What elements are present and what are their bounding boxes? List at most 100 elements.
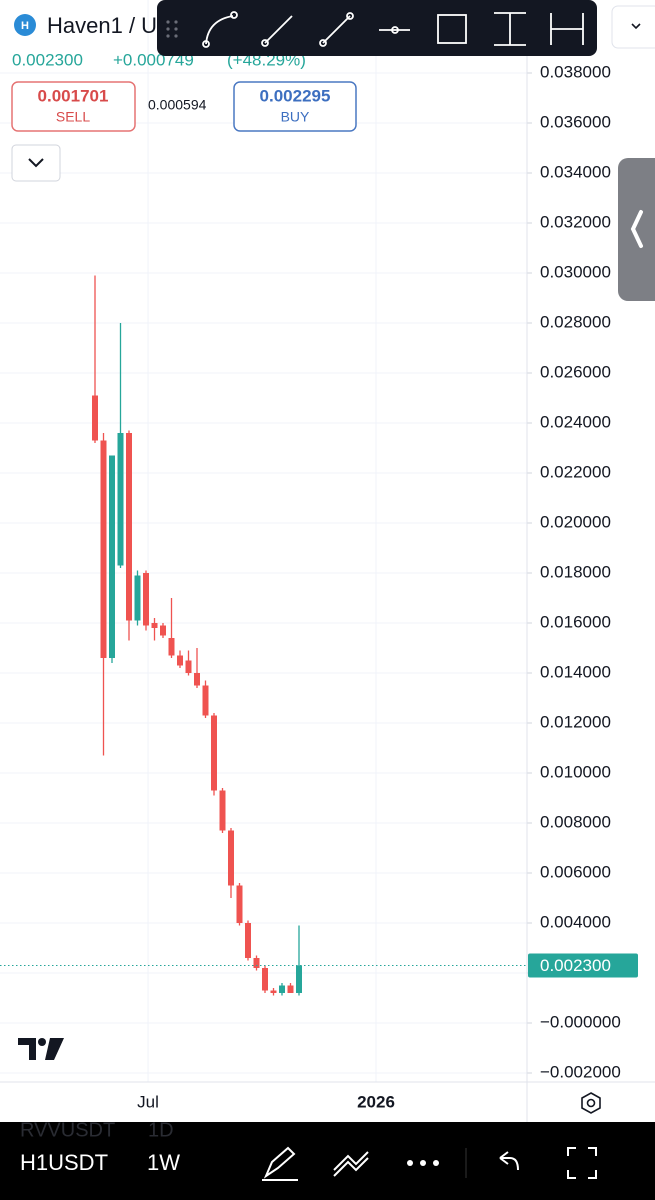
buy-box[interactable] [233, 81, 357, 132]
y-tick-label: 0.030000 [540, 262, 611, 281]
price: 0.002300 [12, 50, 83, 69]
y-tick-label: 0.014000 [540, 662, 611, 681]
candle-body [109, 455, 115, 658]
logo [14, 14, 36, 36]
candle-body [211, 715, 217, 791]
y-tick-label: 0.034000 [540, 162, 611, 181]
bottom-bar: RVVUSDT 1D H1USDT 1W [0, 1119, 655, 1200]
bottom-symbol[interactable]: H1USDT [20, 1150, 108, 1175]
sell-label: SELL [56, 109, 90, 125]
more-icon[interactable] [407, 1160, 439, 1166]
fullscreen-icon[interactable] [567, 1147, 597, 1179]
tool-trend-dot [346, 12, 354, 20]
collapse-box[interactable] [11, 144, 61, 182]
candle-body [151, 623, 158, 628]
tool-trend-dot [319, 39, 327, 47]
bottom-interval[interactable]: 1W [147, 1150, 180, 1175]
y-tick-label: 0.004000 [540, 912, 611, 931]
tv-logo [18, 1038, 64, 1060]
candle-body [287, 985, 294, 993]
logo-glyph: H [21, 20, 29, 32]
price-label-box [528, 953, 638, 978]
settings-icon-core [586, 1098, 596, 1108]
candle-body [270, 990, 277, 993]
drawing-toolbar [157, 0, 597, 56]
collapse-button[interactable] [11, 144, 61, 182]
indicators-icon[interactable] [333, 1151, 369, 1177]
tool-arrow[interactable] [264, 15, 293, 44]
y-tick-label: 0.012000 [540, 712, 611, 731]
buy-price: 0.002295 [260, 86, 331, 105]
candle-body [279, 985, 285, 993]
y-tick-label: 0.026000 [540, 362, 611, 381]
bottom-bar-bg [0, 1122, 655, 1200]
plot-area: −0.002000−0.0000000.0020000.0040000.0060… [0, 0, 621, 1111]
price-label: 0.002300 [540, 956, 611, 975]
y-tick-label: −0.000000 [540, 1012, 621, 1031]
y-tick-label: 0.018000 [540, 562, 611, 581]
side-tab-chevron [630, 210, 643, 248]
y-tick-label: 0.010000 [540, 762, 611, 781]
candle-body [160, 625, 166, 636]
candle-body [296, 965, 302, 993]
y-tick-label: 0.028000 [540, 312, 611, 331]
tool-curve-dot [230, 11, 238, 19]
y-tick-label: 0.016000 [540, 612, 611, 631]
candle-body [228, 830, 234, 886]
y-tick-label: 0.008000 [540, 812, 611, 831]
dropdown-chevron [631, 23, 641, 30]
overlay: 0.002300 [0, 953, 638, 978]
toolbar-bg [157, 0, 597, 56]
dropdown-box[interactable] [611, 5, 655, 49]
y-tick-label: 0.022000 [540, 462, 611, 481]
candle-body [177, 655, 183, 666]
candle-body [245, 923, 251, 958]
y-tick-label: 0.032000 [540, 212, 611, 231]
candle-body [117, 433, 124, 566]
tool-rect[interactable] [437, 14, 467, 44]
candle-body [236, 885, 243, 923]
drag-handle[interactable] [166, 20, 178, 38]
y-tick-label: 0.024000 [540, 412, 611, 431]
undo-icon[interactable] [499, 1151, 519, 1171]
candle-body [143, 573, 149, 626]
tool-curve-dot [202, 40, 210, 48]
symbol: Haven1 / U [47, 13, 157, 38]
ghost-interval: 1D [148, 1119, 174, 1141]
candle-body [253, 958, 260, 968]
y-tick-label: 0.006000 [540, 862, 611, 881]
ghost-symbol: RVVUSDT [20, 1119, 115, 1141]
y-tick-label: 0.036000 [540, 112, 611, 131]
side-tab[interactable] [618, 158, 655, 301]
top-right-dropdown[interactable] [611, 5, 655, 49]
candle-body [134, 575, 141, 621]
sell-price: 0.001701 [38, 86, 109, 105]
buy-label: BUY [281, 109, 310, 125]
candle-body [262, 968, 268, 991]
y-tick-label: −0.002000 [540, 1062, 621, 1081]
candle-body [219, 790, 226, 831]
side-panel-tab[interactable] [618, 158, 655, 301]
chevron-down [28, 158, 44, 168]
candle-body [168, 638, 175, 656]
candle-body [185, 660, 192, 673]
spread: 0.000594 [148, 97, 207, 113]
x-tick-label: Jul [137, 1092, 159, 1111]
tool-hline-dot [391, 26, 399, 34]
x-tick-label: 2026 [357, 1092, 395, 1111]
candle-body [194, 673, 200, 686]
candle-body [202, 685, 209, 716]
buy-button[interactable]: 0.002295 BUY [233, 81, 357, 132]
candle-body [126, 433, 132, 621]
y-tick-label: 0.020000 [540, 512, 611, 531]
tool-arrow-dot [261, 39, 269, 47]
tool-trendline[interactable] [322, 15, 351, 44]
draw-icon[interactable] [262, 1146, 298, 1181]
candle-body [92, 395, 98, 441]
settings-icon[interactable] [581, 1092, 601, 1114]
candle-body [100, 440, 107, 658]
sell-button[interactable]: 0.001701 SELL [11, 81, 136, 132]
y-tick-label: 0.038000 [540, 62, 611, 81]
sell-box[interactable] [11, 81, 136, 132]
